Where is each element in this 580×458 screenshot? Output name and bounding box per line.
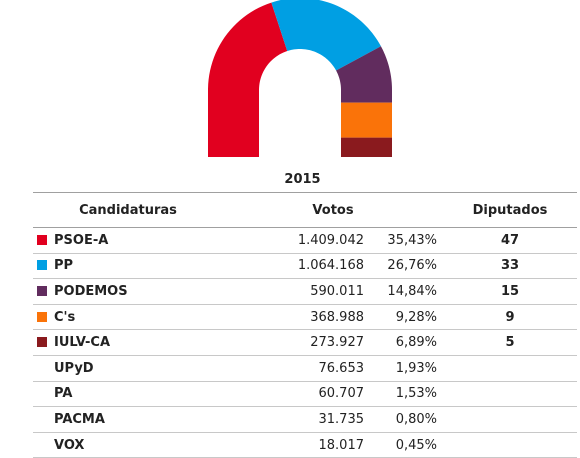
votes-cell: 1.409.042 — [223, 227, 378, 254]
seats-cell: 15 — [443, 278, 577, 305]
percent-cell: 0,80% — [378, 406, 443, 433]
seats-cell — [443, 406, 577, 433]
seat-segment-iulv-ca — [341, 137, 392, 157]
header-candidaturas: Candidaturas — [33, 192, 223, 228]
table-header-row: Candidaturas Votos Diputados — [33, 192, 577, 228]
party-name: PSOE-A — [54, 232, 109, 248]
party-cell: PSOE-A — [33, 227, 223, 254]
seats-cell — [443, 355, 577, 382]
party-name: IULV-CA — [54, 335, 110, 351]
seat-segment-pp — [271, 0, 381, 71]
header-diputados: Diputados — [443, 192, 577, 228]
votes-cell: 590.011 — [223, 278, 378, 305]
party-name: UPyD — [54, 360, 94, 376]
party-cell: PODEMOS — [33, 278, 223, 305]
seats-cell: 47 — [443, 227, 577, 254]
votes-cell: 18.017 — [223, 432, 378, 458]
party-cell: C's — [33, 304, 223, 331]
percent-cell: 1,53% — [378, 381, 443, 408]
table-row: PP 1.064.168 26,76% 33 — [33, 253, 577, 280]
party-cell: PA — [33, 381, 223, 408]
party-name: PODEMOS — [54, 283, 128, 299]
header-votos: Votos — [223, 192, 443, 228]
seats-cell: 5 — [443, 329, 577, 356]
party-color-swatch — [37, 311, 47, 322]
seats-cell — [443, 381, 577, 408]
seats-cell: 9 — [443, 304, 577, 331]
party-name: PP — [54, 258, 74, 274]
party-name: PA — [54, 386, 73, 402]
results-table: Candidaturas Votos Diputados PSOE-A 1.409… — [33, 192, 577, 458]
votes-cell: 368.988 — [223, 304, 378, 331]
chart-year: 2015 — [284, 172, 321, 187]
votes-cell: 1.064.168 — [223, 253, 378, 280]
votes-cell: 76.653 — [223, 355, 378, 382]
party-color-swatch — [37, 260, 47, 271]
percent-cell: 1,93% — [378, 355, 443, 382]
party-cell: PP — [33, 253, 223, 280]
seat-segment-podemos — [336, 46, 392, 103]
parliament-chart — [208, 0, 392, 157]
percent-cell: 26,76% — [378, 253, 443, 280]
party-color-swatch — [37, 363, 47, 373]
percent-cell: 0,45% — [378, 432, 443, 458]
votes-cell: 60.707 — [223, 381, 378, 408]
seat-segment-psoe-a — [208, 2, 288, 157]
votes-cell: 31.735 — [223, 406, 378, 433]
party-color-swatch — [37, 414, 47, 424]
table-row: C's 368.988 9,28% 9 — [33, 304, 577, 331]
party-name: VOX — [54, 437, 85, 453]
table-row: PACMA 31.735 0,80% — [33, 406, 577, 433]
seats-cell — [443, 432, 577, 458]
table-row: IULV-CA 273.927 6,89% 5 — [33, 329, 577, 356]
party-cell: PACMA — [33, 406, 223, 433]
percent-cell: 6,89% — [378, 329, 443, 356]
table-row: PSOE-A 1.409.042 35,43% 47 — [33, 227, 577, 254]
party-cell: IULV-CA — [33, 329, 223, 356]
seats-cell: 33 — [443, 253, 577, 280]
party-color-swatch — [37, 234, 47, 245]
table-row: PODEMOS 590.011 14,84% 15 — [33, 278, 577, 305]
table-row: UPyD 76.653 1,93% — [33, 355, 577, 382]
party-color-swatch — [37, 388, 47, 398]
party-cell: UPyD — [33, 355, 223, 382]
percent-cell: 9,28% — [378, 304, 443, 331]
table-row: PA 60.707 1,53% — [33, 381, 577, 408]
party-color-swatch — [37, 440, 47, 450]
votes-cell: 273.927 — [223, 329, 378, 356]
party-cell: VOX — [33, 432, 223, 458]
party-color-swatch — [37, 337, 47, 348]
percent-cell: 35,43% — [378, 227, 443, 254]
party-name: PACMA — [54, 411, 105, 427]
party-color-swatch — [37, 285, 47, 296]
seat-segment-c-s — [341, 102, 392, 138]
table-row: VOX 18.017 0,45% — [33, 432, 577, 458]
percent-cell: 14,84% — [378, 278, 443, 305]
party-name: C's — [54, 309, 76, 325]
